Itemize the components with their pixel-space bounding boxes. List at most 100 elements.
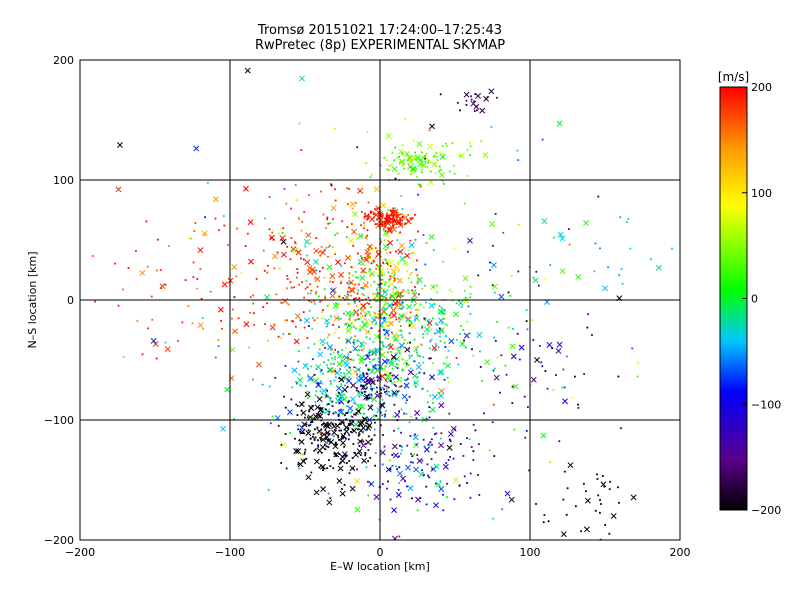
data-point-red-west: [294, 313, 301, 320]
data-point-black-far-southeast: [580, 530, 583, 533]
data-point-red-yellow-center: [421, 326, 424, 329]
data-point-green-cyan-core: [389, 343, 392, 346]
data-point-green-cyan-core: [380, 282, 383, 285]
data-point-red-yellow-center: [366, 281, 369, 283]
data-point-south-east-mixed: [367, 480, 369, 483]
data-point-broad-background: [416, 345, 419, 348]
data-point-cyan-south: [324, 347, 327, 349]
data-point-cyan-south: [343, 354, 350, 361]
data-point-green-northeast: [429, 170, 432, 173]
data-point-cyan-south: [354, 402, 357, 405]
data-point-cyan-south: [386, 377, 393, 384]
data-point-cyan-south: [321, 409, 324, 412]
data-point-cyan-south: [350, 411, 352, 413]
data-point-cyan-far-east: [559, 235, 566, 242]
data-point-east-scatter: [498, 293, 505, 300]
data-point-red-yellow-center: [349, 286, 355, 293]
data-point-broad-background: [248, 346, 250, 349]
data-point-green-cyan-core: [446, 376, 449, 379]
data-point-broad-background: [252, 378, 254, 381]
data-point-green-cyan-core: [414, 309, 417, 312]
data-point-south-east-mixed: [452, 457, 455, 460]
data-point-red-yellow-center: [357, 318, 360, 320]
data-point-green-northeast: [439, 169, 442, 172]
data-point-green-cyan-core: [303, 317, 310, 324]
data-point-south-east-mixed: [372, 415, 375, 418]
data-point-red-yellow-center: [393, 207, 396, 210]
data-point-green-cyan-core: [413, 291, 416, 294]
data-point-red-patch-north: [363, 213, 370, 220]
data-point-cyan-south: [414, 385, 417, 388]
data-point-cyan-far-east: [599, 247, 601, 250]
data-point-south-east-mixed: [404, 480, 406, 483]
data-point-black-south: [299, 430, 301, 433]
data-point-black-south: [360, 424, 367, 431]
y-tick-label: −200: [44, 534, 74, 547]
data-point-broad-background: [457, 300, 464, 306]
data-point-west-red-ring: [220, 319, 223, 322]
data-point-east-scatter: [499, 391, 501, 394]
data-point-red-yellow-center: [382, 278, 385, 281]
data-point-red-yellow-center: [361, 185, 364, 188]
data-point-cyan-south: [313, 437, 316, 440]
data-point-red-yellow-center: [385, 234, 388, 237]
data-point-green-cyan-core: [356, 298, 359, 301]
data-point-cyan-south: [416, 351, 418, 354]
data-point-blue-purple: [370, 393, 373, 396]
data-point-blue-purple: [387, 386, 390, 389]
data-point-red-yellow-center: [382, 259, 385, 261]
data-point-green-cyan-core: [361, 314, 364, 317]
data-point-broad-background: [333, 127, 336, 130]
data-point-red-patch-north: [390, 220, 393, 223]
data-point-red-west: [397, 334, 400, 337]
data-point-east-scatter: [607, 266, 610, 269]
data-point-east-scatter: [619, 427, 622, 430]
data-point-west-red-ring: [121, 288, 124, 291]
data-point-green-cyan-core: [408, 364, 410, 367]
data-point-broad-background: [295, 199, 298, 202]
data-point-broad-background: [530, 384, 533, 387]
data-point-black-south: [305, 430, 312, 437]
data-point-green-cyan-core: [346, 338, 349, 341]
data-point-east-scatter: [583, 373, 586, 375]
data-point-red-yellow-center: [421, 287, 424, 290]
y-tick-label: 200: [53, 54, 74, 67]
data-point-black-south: [354, 413, 357, 416]
data-point-broad-background: [494, 213, 497, 215]
data-point-blue-purple: [376, 379, 379, 382]
data-point-south-east-mixed: [409, 435, 412, 437]
data-point-green-northeast: [420, 151, 423, 154]
data-point-red-patch-north: [396, 214, 399, 217]
data-point-broad-background: [516, 149, 519, 152]
data-point-black-south: [317, 444, 320, 447]
data-point-green-northeast: [394, 146, 397, 149]
data-point-black-south: [337, 436, 340, 439]
data-point-red-west: [252, 302, 255, 305]
data-point-green-northeast: [469, 141, 471, 144]
data-point-cyan-south: [358, 395, 361, 398]
data-point-green-cyan-core: [408, 357, 411, 359]
data-point-red-west: [372, 259, 375, 262]
data-point-broad-background: [302, 453, 305, 456]
data-point-cyan-south: [349, 396, 356, 403]
data-point-south-east-mixed: [413, 453, 415, 456]
data-point-black-south: [326, 499, 333, 506]
data-point-broad-background: [240, 272, 243, 275]
data-point-green-northeast: [412, 139, 415, 142]
data-point-green-cyan-core: [340, 265, 343, 268]
data-point-black-south: [313, 428, 316, 431]
data-point-south-east-mixed: [398, 482, 401, 485]
data-point-green-cyan-core: [422, 333, 424, 336]
data-point-black-south: [341, 488, 343, 490]
data-point-broad-background: [387, 285, 390, 288]
data-point-cyan-south: [372, 365, 375, 368]
data-point-red-west: [442, 260, 445, 263]
data-point-green-cyan-core: [393, 286, 396, 288]
data-point-red-patch-north: [393, 223, 396, 226]
data-point-east-scatter: [518, 358, 521, 361]
data-point-red-yellow-center: [365, 238, 368, 241]
data-point-red-yellow-center: [388, 235, 391, 238]
data-point-red-yellow-center: [394, 292, 397, 295]
data-point-cyan-south: [371, 358, 374, 361]
data-point-green-cyan-core: [366, 367, 369, 370]
